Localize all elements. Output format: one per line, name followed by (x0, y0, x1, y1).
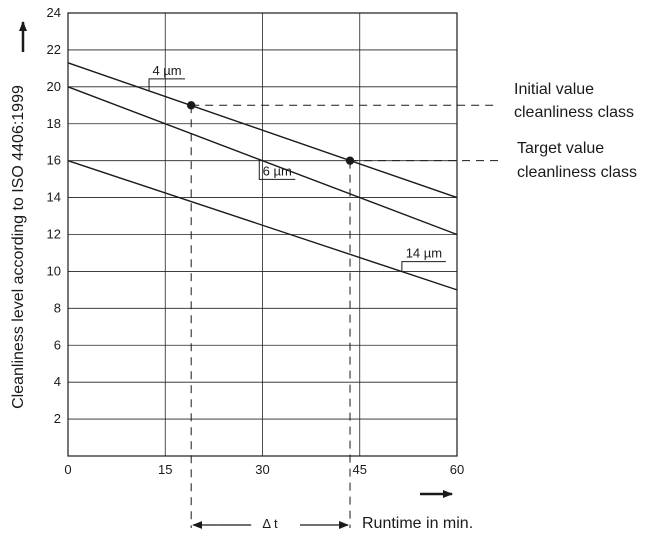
delta-t-label: Δ t (262, 516, 278, 531)
initial-value-label-line1: Initial value (514, 81, 594, 98)
x-axis-label: Runtime in min. (362, 515, 473, 532)
highlight-point (186, 101, 196, 110)
y-tick-label: 4 (54, 374, 61, 389)
y-tick-label: 14 (47, 190, 61, 205)
target-value-label-line2: cleanliness class (517, 164, 637, 181)
x-tick-label: 30 (255, 462, 269, 477)
series-line (67, 62, 458, 199)
y-tick-label: 6 (54, 337, 61, 352)
y-tick-label: 2 (54, 411, 61, 426)
y-tick-label: 18 (47, 116, 61, 131)
series-lines: 4 µm 6 µm 14 µm (67, 62, 458, 291)
y-tick-label: 8 (54, 300, 61, 315)
series-line (67, 86, 458, 236)
series-label-bracket (401, 261, 446, 272)
x-tick-label: 15 (158, 462, 172, 477)
y-tick-label: 24 (47, 5, 61, 20)
series-label: 4 µm (152, 63, 181, 78)
plot-border (67, 12, 458, 457)
x-tick-label: 0 (64, 462, 71, 477)
plot-frame (67, 12, 458, 457)
series-label: 14 µm (406, 246, 442, 261)
x-tick-label: 60 (450, 462, 464, 477)
y-tick-label: 16 (47, 153, 61, 168)
series-label-bracket (148, 78, 186, 91)
y-tick-label: 20 (47, 79, 61, 94)
y-tick-label: 10 (47, 263, 61, 278)
target-value-label-line1: Target value (517, 140, 604, 157)
initial-value-label-line2: cleanliness class (514, 104, 634, 121)
series-line (67, 160, 458, 291)
y-tick-label: 22 (47, 42, 61, 57)
y-axis-label: Cleanliness level according to ISO 4406:… (10, 85, 27, 409)
series-label-bracket (258, 159, 296, 180)
y-tick-label: 12 (47, 227, 61, 242)
series-label: 6 µm (263, 163, 292, 178)
annotations (186, 101, 500, 529)
highlight-point (345, 156, 355, 165)
x-tick-label: 45 (353, 462, 367, 477)
grid (68, 12, 457, 456)
